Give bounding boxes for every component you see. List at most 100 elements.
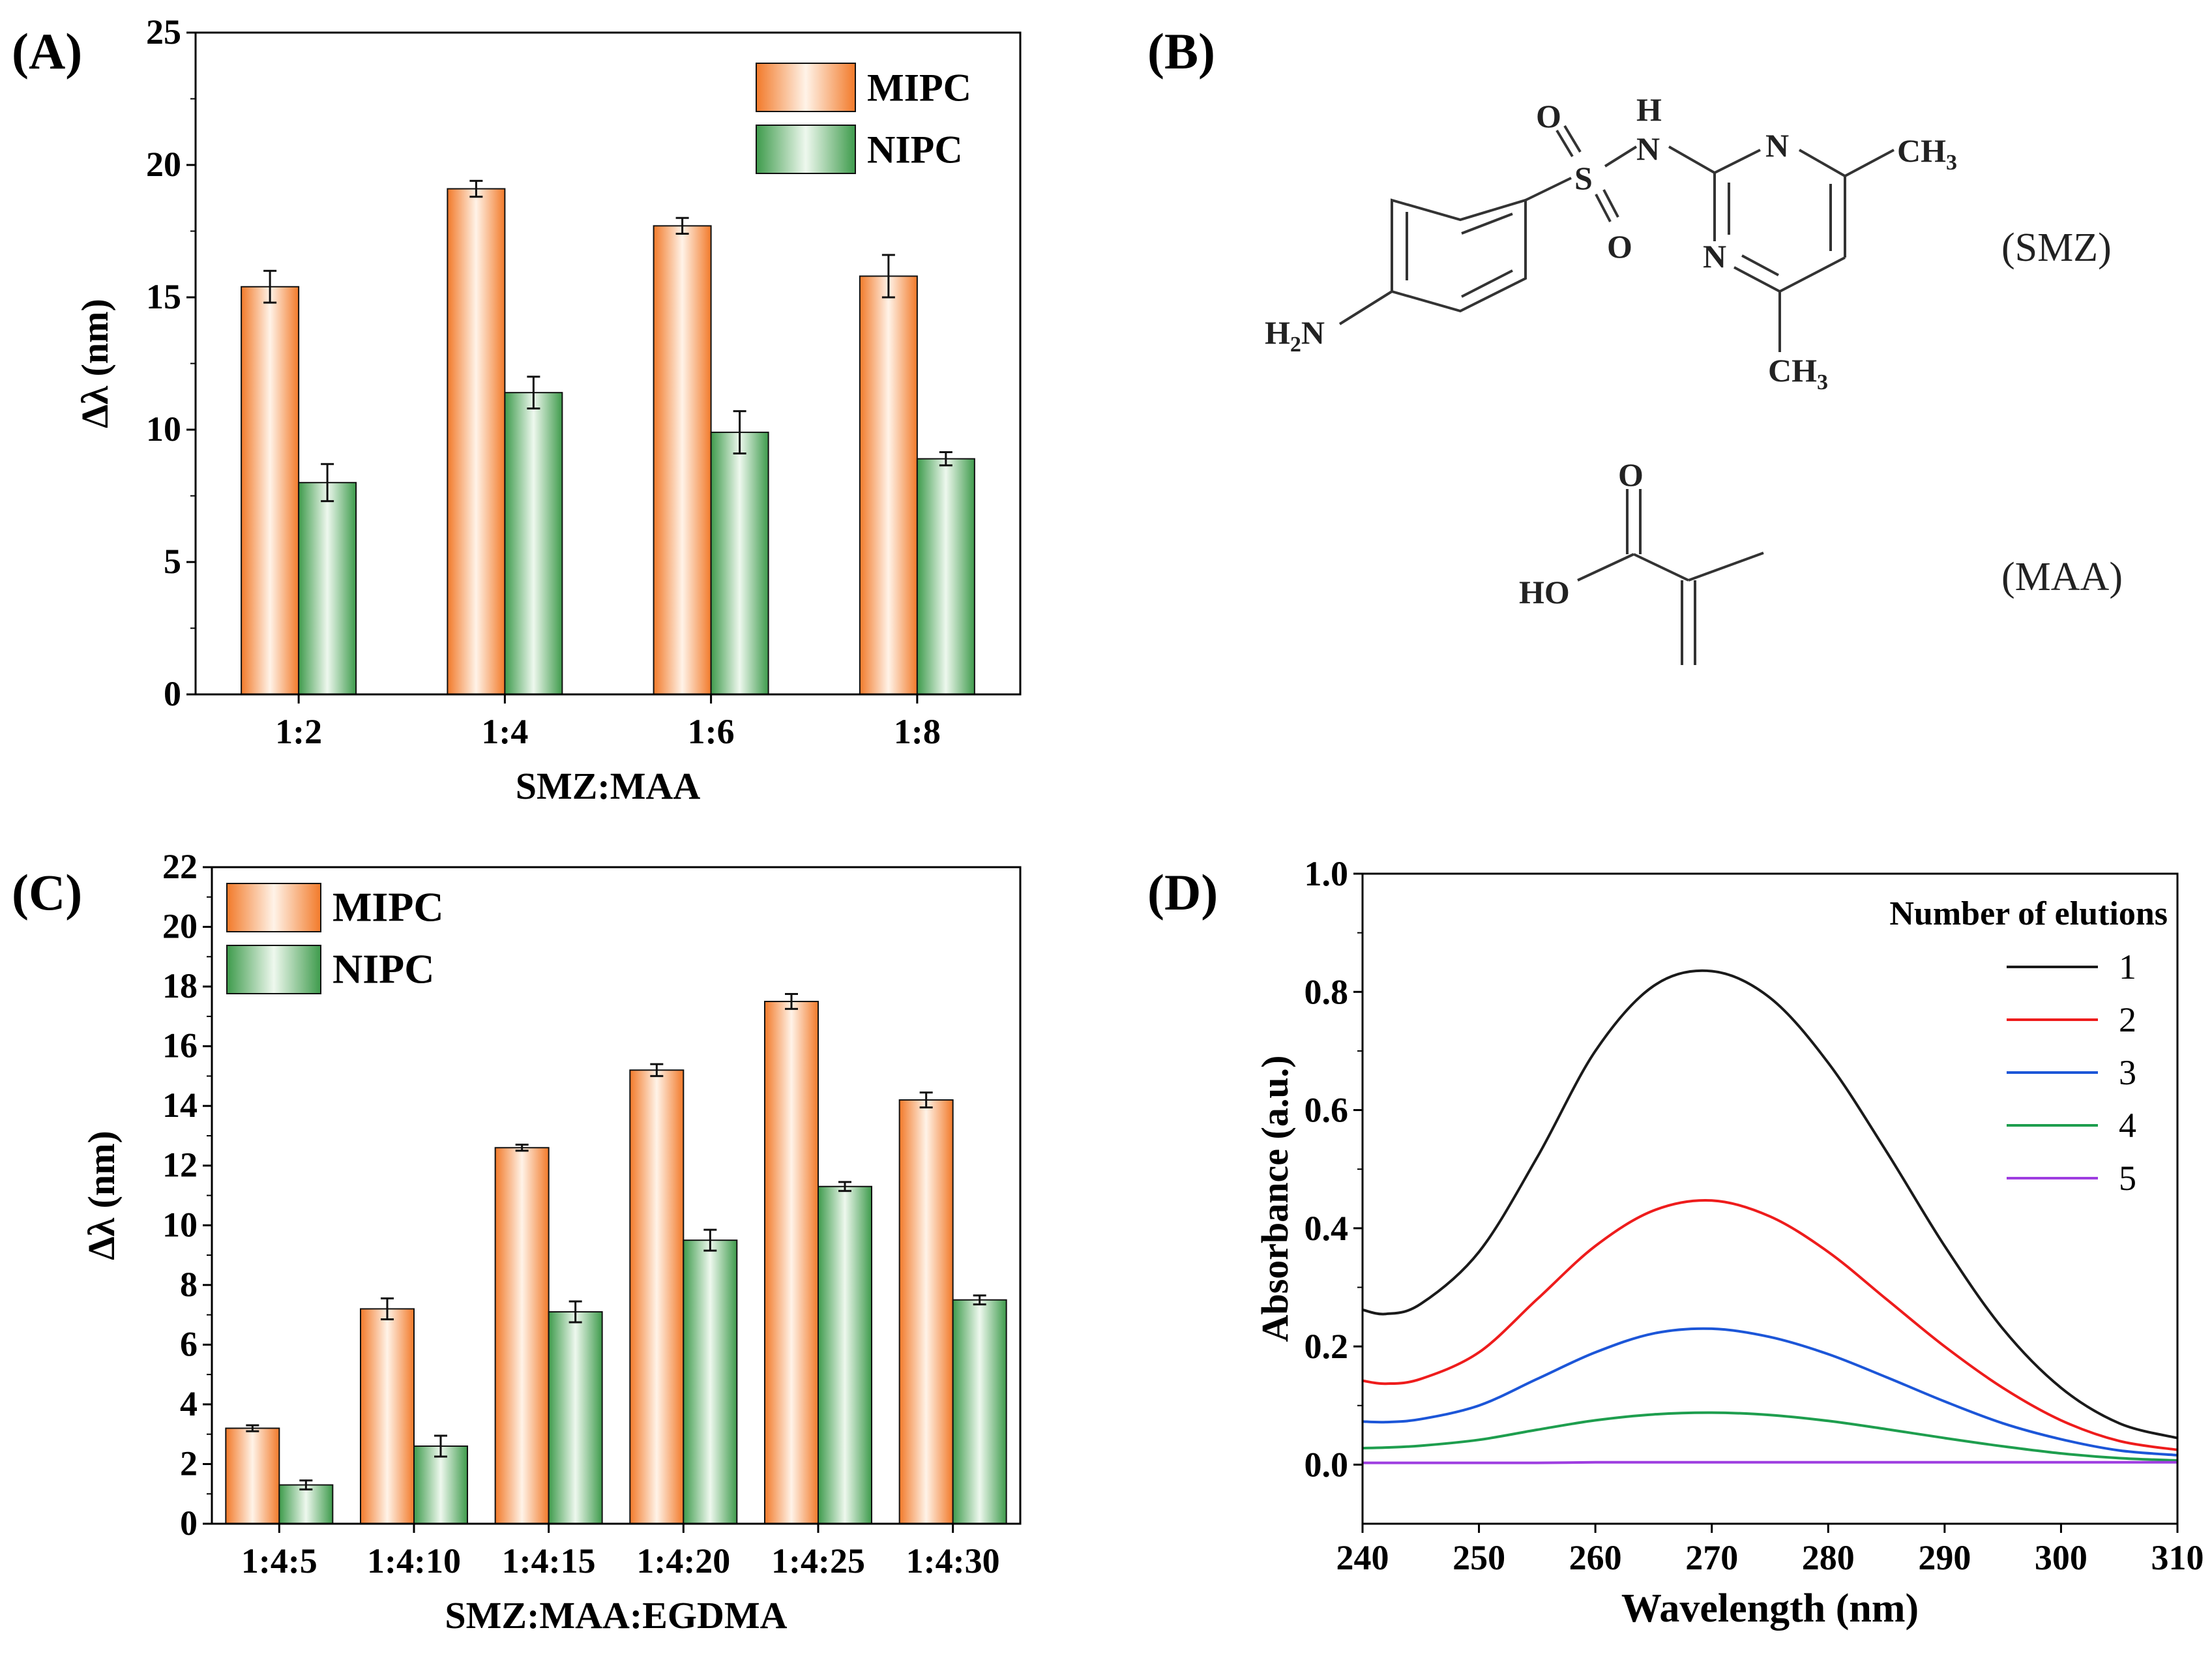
legend-label-mipc: MIPC — [332, 884, 444, 930]
maa-bond-cc — [1633, 553, 1689, 582]
x-tick-label: 1:4:30 — [906, 1541, 1000, 1580]
legend-label-4: 4 — [2119, 1106, 2136, 1145]
atom-nh-h: H — [1636, 91, 1662, 128]
x-tick-label: 250 — [1453, 1538, 1505, 1577]
x-tick-label: 1:4:10 — [367, 1541, 461, 1580]
x-axis-title: SMZ:MAA — [516, 765, 701, 807]
plot-frame — [1361, 872, 2179, 1525]
smz-bond-o-top-2 — [1563, 125, 1582, 153]
atom-n-ring1: N — [1765, 127, 1789, 164]
legend-swatch-mipc — [226, 883, 321, 932]
legend-swatch-nipc — [226, 945, 321, 994]
y-tick-label: 6 — [180, 1324, 198, 1363]
legend-label-5: 5 — [2119, 1159, 2136, 1198]
atom-maa-o: O — [1618, 456, 1644, 493]
y-tick-label: 20 — [146, 145, 181, 184]
smz-pyr-bond-5 — [1733, 266, 1780, 293]
bar-nipc — [278, 1484, 334, 1524]
legend-swatch-mipc — [756, 63, 856, 112]
atom-ch3-top: CH3 — [1897, 132, 1957, 175]
bar-mipc — [629, 1069, 685, 1524]
plot-frame — [194, 31, 1022, 696]
bar-mipc — [360, 1308, 415, 1525]
bar-nipc — [298, 482, 357, 695]
legend-label-nipc: NIPC — [332, 946, 434, 992]
smz-bond-o-bot-1 — [1595, 194, 1612, 222]
y-tick-label: 0.4 — [1305, 1209, 1349, 1248]
y-tick-label: 20 — [162, 907, 198, 946]
x-tick-label: 1:4:15 — [502, 1541, 596, 1580]
y-tick-label: 8 — [180, 1265, 198, 1304]
y-tick-label: 2 — [180, 1444, 198, 1483]
bar-mipc — [898, 1099, 954, 1524]
structure-labels: O S O H N N N CH3 CH3 H2N O HO — [1265, 91, 1957, 610]
plot-frame — [211, 866, 1022, 1525]
smz-pyr-bond-5-inner — [1741, 254, 1779, 276]
bar-nipc — [710, 432, 769, 695]
smz-bond-o-top-1 — [1556, 129, 1574, 158]
x-tick-label: 1:2 — [275, 712, 322, 751]
chemical-structures — [1338, 125, 1895, 665]
legend-label-1: 1 — [2119, 947, 2136, 986]
bar-mipc — [447, 188, 506, 696]
y-tick-label: 0.6 — [1305, 1091, 1349, 1130]
series-line-4 — [1362, 1411, 2178, 1462]
bar-nipc — [952, 1299, 1007, 1525]
maa-bond-ch3 — [1688, 552, 1764, 582]
x-tick-label: 280 — [1802, 1538, 1855, 1577]
y-tick-label: 10 — [162, 1205, 198, 1244]
bar-mipc — [653, 225, 712, 695]
y-tick-label: 14 — [162, 1086, 198, 1125]
atom-o-bot: O — [1607, 228, 1632, 265]
legend-label-2: 2 — [2119, 1000, 2136, 1039]
smz-name: (SMZ) — [2001, 226, 2112, 270]
bar-nipc — [548, 1311, 603, 1525]
y-tick-label: 4 — [180, 1384, 198, 1423]
series-line-3 — [1362, 1327, 2178, 1457]
x-tick-label: 1:6 — [688, 712, 735, 751]
y-tick-label: 1.0 — [1305, 854, 1349, 893]
maa-name: (MAA) — [2001, 555, 2123, 599]
y-tick-label: 5 — [164, 542, 181, 581]
panel-label-c: (C) — [12, 864, 82, 921]
smz-bond-nh2 — [1338, 290, 1393, 325]
atom-n-ring2: N — [1703, 238, 1726, 274]
bar-nipc — [504, 392, 563, 695]
x-axis-title: SMZ:MAA:EGDMA — [445, 1594, 787, 1637]
y-tick-label: 22 — [162, 847, 198, 886]
y-axis-title: Δλ (nm) — [80, 1131, 123, 1260]
smz-bond-sn — [1604, 145, 1638, 168]
x-tick-label: 1:4:5 — [241, 1541, 317, 1580]
panel-label-a: (A) — [12, 23, 82, 80]
series-line-1 — [1362, 969, 2178, 1440]
legend-label-3: 3 — [2119, 1053, 2136, 1092]
legend-title: Number of elutions — [1889, 895, 2168, 932]
chart-c: 1:4:5 1:4:10 1:4:15 1:4:20 1:4:25 1:4:30 0 2 4 6 8… — [80, 847, 1022, 1637]
series-line-2 — [1362, 1198, 2178, 1451]
smz-bond-nc — [1668, 145, 1715, 174]
y-tick-label: 0 — [180, 1504, 198, 1543]
x-tick-label: 240 — [1336, 1538, 1389, 1577]
x-tick-label: 270 — [1685, 1538, 1738, 1577]
bar-mipc — [764, 1000, 819, 1524]
legend-label-mipc: MIPC — [867, 67, 971, 110]
x-tick-label: 1:4:25 — [771, 1541, 865, 1580]
bar-nipc — [413, 1445, 468, 1525]
y-tick-label: 12 — [162, 1146, 198, 1185]
smz-bond-ch3-top — [1844, 149, 1895, 177]
bar-nipc — [683, 1239, 738, 1524]
x-tick-label: 310 — [2151, 1538, 2204, 1577]
bar-mipc — [225, 1427, 280, 1525]
y-axis-title: Absorbance (a.u.) — [1254, 1056, 1296, 1342]
x-axis-title: Wavelength (nm) — [1621, 1586, 1919, 1631]
atom-s: S — [1574, 160, 1593, 196]
maa-bond-oh — [1577, 553, 1634, 582]
y-tick-label: 25 — [146, 12, 181, 52]
smz-benzene-inner-3 — [1461, 213, 1513, 235]
series-line-5 — [1362, 1460, 2177, 1464]
smz-benzene-inner-2 — [1461, 269, 1513, 298]
atom-nh-n: N — [1636, 130, 1660, 167]
y-tick-label: 15 — [146, 277, 181, 316]
y-tick-label: 0.2 — [1305, 1327, 1349, 1366]
